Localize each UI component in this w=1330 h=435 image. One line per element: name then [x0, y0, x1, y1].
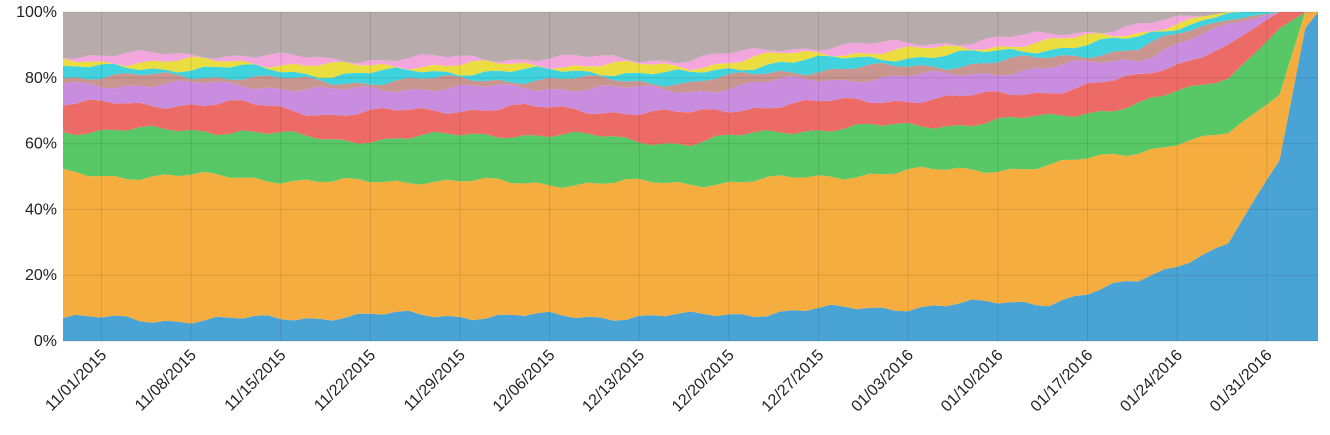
x-tick-label: 12/06/2015	[490, 347, 559, 416]
x-tick-label: 11/29/2015	[401, 347, 469, 415]
x-tick-label: 12/20/2015	[669, 347, 738, 416]
y-tick-label: 100%	[16, 4, 57, 21]
y-tick-label: 0%	[34, 333, 57, 350]
y-tick-label: 80%	[25, 70, 57, 87]
x-tick-label: 01/17/2016	[1028, 347, 1097, 416]
x-tick-label: 01/31/2016	[1207, 347, 1276, 416]
area-series-9	[63, 12, 1318, 71]
x-tick-label: 01/24/2016	[1117, 347, 1186, 416]
x-tick-label: 01/03/2016	[848, 347, 917, 416]
area-series-7	[63, 12, 1318, 87]
area-series-10	[63, 12, 1318, 64]
area-series-1	[63, 12, 1318, 341]
x-tick-label: 11/22/2015	[311, 347, 379, 415]
area-series-5	[63, 12, 1318, 116]
x-tick-label: 11/01/2015	[42, 347, 110, 415]
x-tick-label: 12/13/2015	[579, 347, 648, 416]
x-tick-label: 11/15/2015	[222, 347, 290, 415]
x-tick-label: 01/10/2016	[938, 347, 1007, 416]
area-series-2	[63, 12, 1318, 324]
area-series-8	[63, 12, 1318, 79]
y-tick-label: 40%	[25, 201, 57, 218]
y-tick-label: 20%	[25, 267, 57, 284]
x-tick-label: 12/27/2015	[759, 347, 828, 416]
area-series-3	[63, 12, 1318, 188]
x-tick-label: 11/08/2015	[132, 347, 200, 415]
area-series-4	[63, 12, 1318, 147]
y-tick-label: 60%	[25, 136, 57, 153]
area-series-6	[63, 12, 1318, 93]
